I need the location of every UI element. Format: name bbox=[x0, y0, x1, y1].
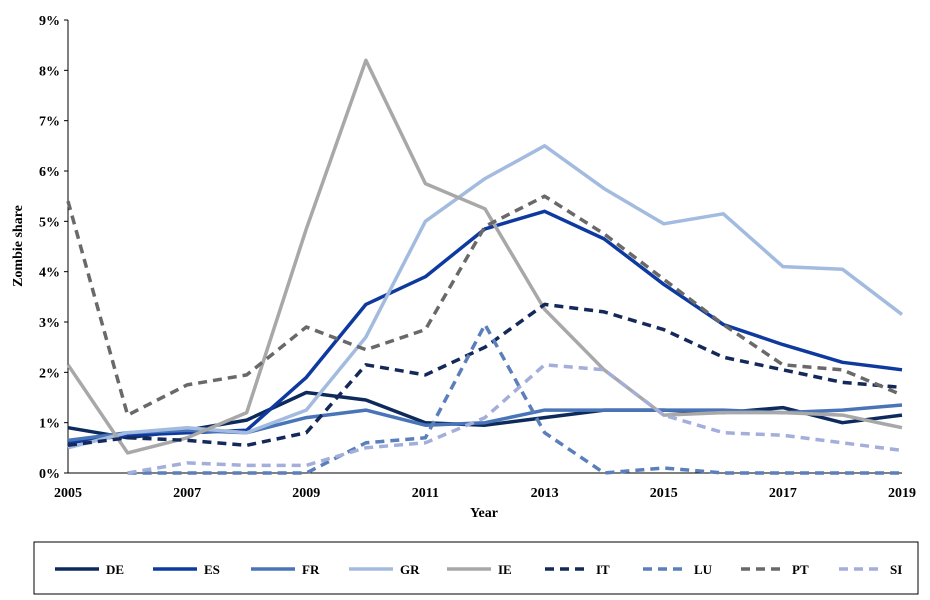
legend-label-es: ES bbox=[204, 562, 220, 577]
x-tick-label: 2013 bbox=[531, 486, 559, 501]
y-tick-label: 0% bbox=[39, 467, 60, 482]
series-line-pt bbox=[66, 194, 903, 417]
x-tick-label: 2009 bbox=[292, 486, 320, 501]
y-tick-label: 8% bbox=[39, 64, 60, 79]
legend-label-pt: PT bbox=[792, 562, 809, 577]
legend-label-ie: IE bbox=[498, 562, 512, 577]
y-tick-label: 3% bbox=[39, 316, 60, 331]
series-line-lu bbox=[127, 322, 902, 475]
legend-label-it: IT bbox=[596, 562, 610, 577]
y-tick-label: 6% bbox=[39, 165, 60, 180]
legend-label-gr: GR bbox=[400, 562, 420, 577]
x-tick-label: 2005 bbox=[54, 486, 82, 501]
series-line-gr bbox=[67, 144, 904, 450]
x-tick-label: 2017 bbox=[769, 486, 797, 501]
legend-label-de: DE bbox=[106, 562, 124, 577]
series-line-ie bbox=[66, 58, 903, 455]
x-tick-label: 2019 bbox=[888, 486, 916, 501]
legend: DE ES FR GR IE IT LU PT SI bbox=[55, 562, 902, 577]
y-tick-label: 4% bbox=[39, 266, 60, 281]
axes bbox=[67, 20, 902, 474]
series-lines bbox=[66, 58, 904, 475]
y-tick-label: 1% bbox=[39, 417, 60, 432]
y-tick-label: 5% bbox=[39, 215, 60, 230]
series-line-si bbox=[127, 363, 903, 475]
y-tick-label: 7% bbox=[39, 115, 60, 130]
y-tick-label: 9% bbox=[39, 14, 60, 29]
series-line-de bbox=[67, 390, 903, 440]
legend-label-lu: LU bbox=[694, 562, 713, 577]
x-axis-title: Year bbox=[470, 506, 498, 521]
y-tick-labels: 0% 1% 2% 3% 4% 5% 6% 7% 8% 9% bbox=[39, 14, 68, 482]
x-tick-label: 2007 bbox=[173, 486, 201, 501]
y-tick-label: 2% bbox=[39, 366, 60, 381]
legend-label-si: SI bbox=[890, 562, 902, 577]
series-line-it bbox=[67, 302, 903, 448]
x-tick-label: 2011 bbox=[412, 486, 439, 501]
x-tick-labels: 2005 2007 2009 2011 2013 2015 2017 2019 bbox=[54, 486, 916, 501]
x-tick-label: 2015 bbox=[650, 486, 678, 501]
legend-label-fr: FR bbox=[302, 562, 320, 577]
y-axis-title: Zombie share bbox=[11, 205, 26, 287]
